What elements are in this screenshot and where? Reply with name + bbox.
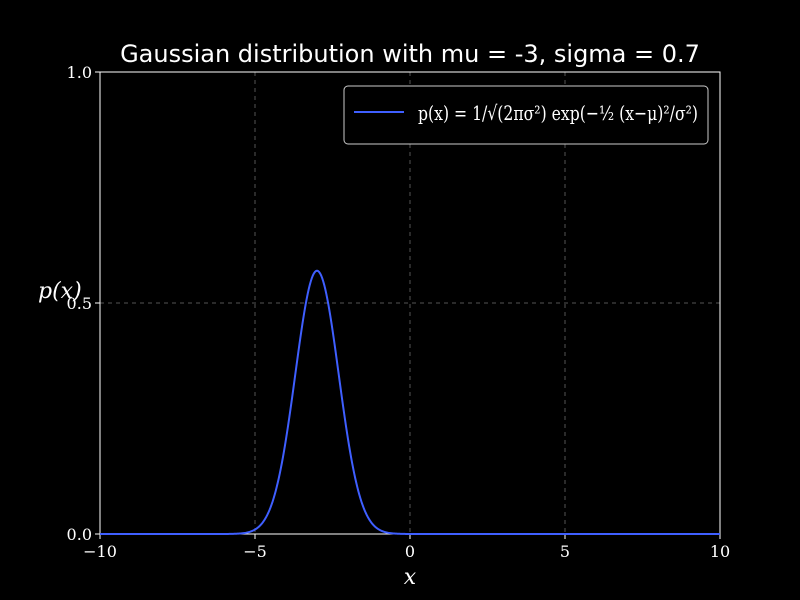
x-tick-label: −5 xyxy=(243,542,267,561)
y-tick-labels: 0.0 0.5 1.0 xyxy=(67,63,92,544)
x-tick-label: 10 xyxy=(710,542,730,561)
x-axis-label: x xyxy=(404,565,417,590)
legend-box xyxy=(343,85,709,145)
y-tick-label: 1.0 xyxy=(67,63,92,82)
x-tick-labels: −10 −5 0 5 10 xyxy=(83,542,730,561)
y-axis-label: p(x) xyxy=(38,279,82,304)
y-tick-label: 0.5 xyxy=(67,294,92,313)
y-tick-label: 0.0 xyxy=(67,525,92,544)
legend-label: p(x) = 1/√(2πσ²) exp(−½ (x−μ)²/σ²) xyxy=(418,101,698,125)
x-tick-label: 5 xyxy=(560,542,570,561)
x-tick-label: −10 xyxy=(83,542,117,561)
x-tick-label: 0 xyxy=(405,542,415,561)
chart-title: Gaussian distribution with mu = -3, sigm… xyxy=(120,40,700,68)
series-line-gaussian-pdf xyxy=(100,269,720,535)
grid-lines xyxy=(100,72,720,534)
legend: p(x) = 1/√(2πσ²) exp(−½ (x−μ)²/σ²) xyxy=(343,85,709,145)
